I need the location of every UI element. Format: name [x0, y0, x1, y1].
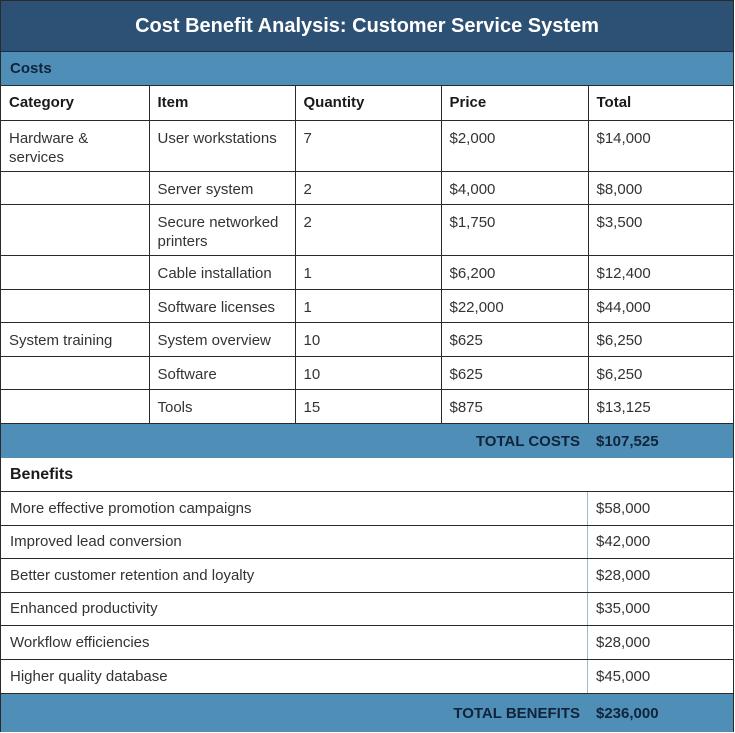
cell-category	[1, 355, 150, 390]
table-row: Tools 15 $875 $13,125	[1, 389, 734, 424]
cell-item: Software	[148, 355, 296, 390]
total-benefits-row: TOTAL BENEFITS $236,000	[1, 693, 733, 732]
table-row: System training System overview 10 $625 …	[1, 322, 734, 357]
list-item: Better customer retention and loyalty $2…	[1, 559, 733, 593]
cell-total: $8,000	[587, 170, 734, 205]
cell-quantity: 1	[294, 255, 442, 290]
column-header-price: Price	[440, 86, 589, 121]
cell-total: $44,000	[587, 288, 734, 323]
cell-category: Hardware & services	[1, 119, 150, 172]
cell-item: User workstations	[148, 119, 296, 172]
table-row: Software 10 $625 $6,250	[1, 355, 734, 390]
cell-total: $3,500	[587, 204, 734, 256]
list-item: Workflow efficiencies $28,000	[1, 626, 733, 660]
costs-section-label: Costs	[10, 60, 52, 77]
benefit-value: $28,000	[596, 633, 651, 651]
total-benefits-label: TOTAL BENEFITS	[453, 704, 580, 722]
costs-section-header: Costs	[1, 52, 733, 86]
cell-quantity: 1	[294, 288, 442, 323]
cell-item: System overview	[148, 322, 296, 357]
cell-category	[1, 255, 150, 290]
table-row: Software licenses 1 $22,000 $44,000	[1, 288, 734, 323]
cell-quantity: 2	[294, 204, 442, 256]
cell-item: Software licenses	[148, 288, 296, 323]
benefit-label: More effective promotion campaigns	[1, 492, 588, 525]
benefits-section-label: Benefits	[10, 465, 74, 483]
list-item: Higher quality database $45,000	[1, 659, 733, 693]
total-benefits-value: $236,000	[596, 704, 659, 722]
benefit-value: $42,000	[596, 533, 651, 551]
cell-category	[1, 389, 150, 424]
cell-price: $625	[440, 322, 589, 357]
cell-item: Tools	[148, 389, 296, 424]
cell-quantity: 2	[294, 170, 442, 205]
cell-price: $4,000	[440, 170, 589, 205]
table-row: Cable installation 1 $6,200 $12,400	[1, 255, 734, 290]
page-title: Cost Benefit Analysis: Customer Service …	[1, 1, 733, 52]
column-header-total: Total	[587, 86, 734, 121]
cell-total: $14,000	[587, 119, 734, 172]
cell-quantity: 7	[294, 119, 442, 172]
table-row: Hardware & services User workstations 7 …	[1, 119, 734, 172]
cell-quantity: 15	[294, 389, 442, 424]
cell-item: Server system	[148, 170, 296, 205]
list-item: More effective promotion campaigns $58,0…	[1, 492, 733, 526]
costs-table: Category Item Quantity Price Total Hardw…	[1, 86, 734, 424]
column-header-category: Category	[1, 86, 150, 121]
cell-category	[1, 288, 150, 323]
cell-price: $1,750	[440, 204, 589, 256]
cell-item: Secure networked printers	[148, 204, 296, 256]
total-costs-row: TOTAL COSTS $107,525	[1, 424, 733, 458]
benefits-list: More effective promotion campaigns $58,0…	[1, 492, 733, 693]
benefit-value: $35,000	[596, 600, 651, 618]
cell-total: $6,250	[587, 355, 734, 390]
cell-price: $875	[440, 389, 589, 424]
cell-category	[1, 204, 150, 256]
cell-total: $12,400	[587, 255, 734, 290]
list-item: Enhanced productivity $35,000	[1, 592, 733, 626]
benefit-label: Better customer retention and loyalty	[1, 559, 588, 592]
benefits-section-header: Benefits	[1, 458, 733, 492]
cell-price: $2,000	[440, 119, 589, 172]
column-header-item: Item	[148, 86, 296, 121]
benefit-value: $58,000	[596, 499, 651, 517]
cell-category	[1, 170, 150, 205]
cell-category: System training	[1, 322, 150, 357]
cell-total: $13,125	[587, 389, 734, 424]
list-item: Improved lead conversion $42,000	[1, 525, 733, 559]
column-header-quantity: Quantity	[294, 86, 442, 121]
benefit-value: $28,000	[596, 566, 651, 584]
benefit-value: $45,000	[596, 667, 651, 685]
costs-header-row: Category Item Quantity Price Total	[1, 86, 734, 121]
benefit-label: Improved lead conversion	[1, 525, 588, 558]
benefit-label: Higher quality database	[1, 659, 588, 693]
table-row: Secure networked printers 2 $1,750 $3,50…	[1, 204, 734, 256]
cell-price: $22,000	[440, 288, 589, 323]
total-costs-label: TOTAL COSTS	[475, 432, 580, 450]
total-costs-value: $107,525	[596, 432, 659, 450]
benefit-label: Workflow efficiencies	[1, 626, 588, 659]
cell-price: $625	[440, 355, 589, 390]
table-row: Server system 2 $4,000 $8,000	[1, 170, 734, 205]
benefit-label: Enhanced productivity	[1, 592, 588, 625]
cell-item: Cable installation	[148, 255, 296, 290]
cell-total: $6,250	[587, 322, 734, 357]
cell-quantity: 10	[294, 322, 442, 357]
cell-quantity: 10	[294, 355, 442, 390]
cell-price: $6,200	[440, 255, 589, 290]
